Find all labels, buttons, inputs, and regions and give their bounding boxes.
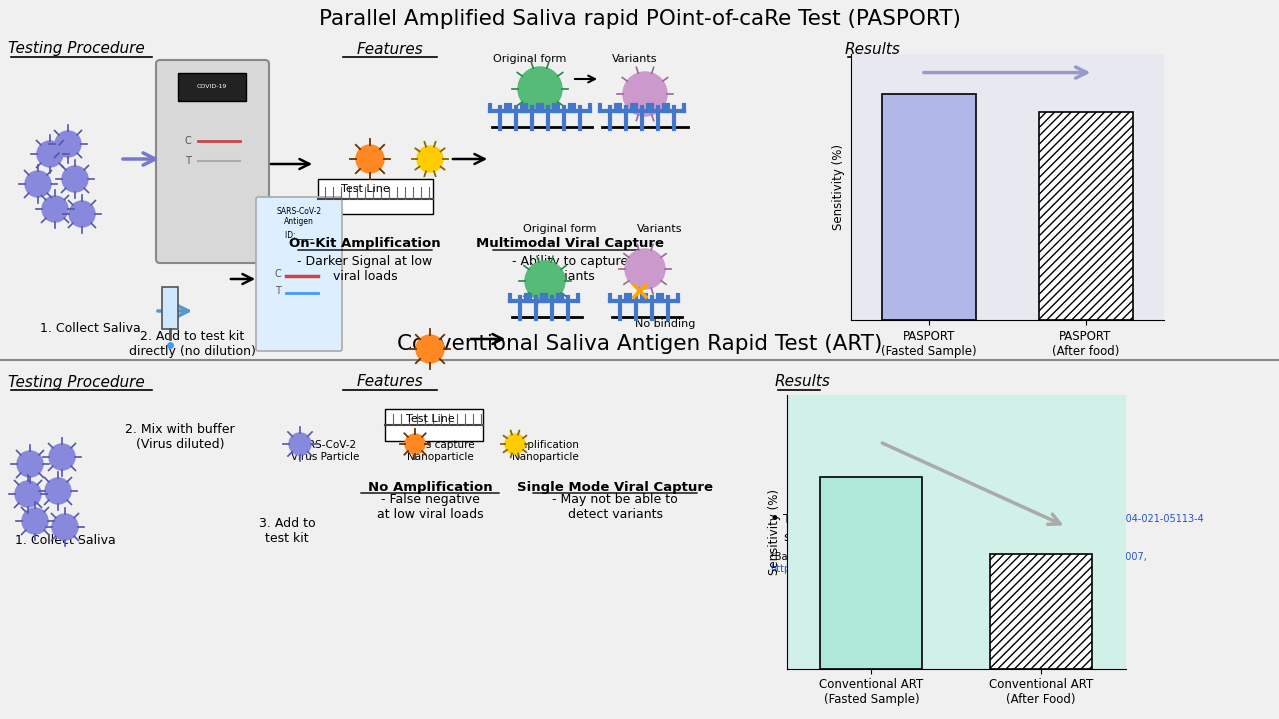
Text: - Darker Signal at low
viral loads: - Darker Signal at low viral loads xyxy=(298,255,432,283)
Text: *Based on independent studies:: *Based on independent studies: xyxy=(770,552,930,562)
Text: SARS-CoV-2
Virus Particle: SARS-CoV-2 Virus Particle xyxy=(290,440,359,462)
Circle shape xyxy=(49,444,75,470)
Text: Original form: Original form xyxy=(494,54,567,64)
Circle shape xyxy=(45,478,72,504)
Text: Parallel Amplified Saliva rapid POint-of-caRe Test (PASPORT): Parallel Amplified Saliva rapid POint-of… xyxy=(318,9,961,29)
Y-axis label: Sensitivity (%): Sensitivity (%) xyxy=(767,489,781,575)
Text: compared to: compared to xyxy=(1019,475,1109,487)
Circle shape xyxy=(17,451,43,477)
Text: C: C xyxy=(184,136,192,146)
Circle shape xyxy=(405,434,425,454)
Text: Amplification
Nanoparticle: Amplification Nanoparticle xyxy=(510,440,579,462)
Bar xyxy=(821,477,922,669)
Text: Test Line: Test Line xyxy=(405,414,454,424)
Text: Original form: Original form xyxy=(523,224,597,234)
Circle shape xyxy=(417,146,443,172)
Text: Single Mode Viral Capture: Single Mode Viral Capture xyxy=(517,480,712,493)
Text: COVID-19: COVID-19 xyxy=(197,85,228,89)
Circle shape xyxy=(505,434,524,454)
Text: 97.0%: 97.0% xyxy=(984,475,1028,487)
Circle shape xyxy=(69,201,95,227)
Text: •: • xyxy=(847,472,857,490)
Text: T: T xyxy=(275,286,281,296)
Circle shape xyxy=(289,433,311,455)
Text: Antigen: Antigen xyxy=(284,218,313,226)
Text: - May not be able to
detect variants: - May not be able to detect variants xyxy=(553,493,678,521)
FancyBboxPatch shape xyxy=(156,60,269,263)
FancyBboxPatch shape xyxy=(256,197,341,351)
Circle shape xyxy=(61,166,88,192)
Circle shape xyxy=(26,171,51,197)
Text: ^Study Published Dec 2021:: ^Study Published Dec 2021: xyxy=(847,514,990,524)
Bar xyxy=(178,73,246,101)
Circle shape xyxy=(623,72,668,116)
Text: T: T xyxy=(185,156,191,166)
Bar xyxy=(318,179,434,214)
Text: Virus capture
Nanoparticle: Virus capture Nanoparticle xyxy=(405,440,475,462)
Bar xyxy=(1039,112,1133,320)
Text: 1. Collect Saliva: 1. Collect Saliva xyxy=(14,534,115,547)
Text: Testing Procedure: Testing Procedure xyxy=(8,42,145,57)
Text: True positive rate: True positive rate xyxy=(783,513,904,526)
Circle shape xyxy=(15,481,41,507)
Text: RT-PCR (unfasted samples): RT-PCR (unfasted samples) xyxy=(859,493,1039,505)
Text: samples)*: samples)* xyxy=(783,531,851,544)
Text: Variants: Variants xyxy=(613,54,657,64)
Text: Test Line: Test Line xyxy=(340,184,389,194)
Circle shape xyxy=(42,196,68,222)
Text: https://doi.org/10.1007/s00604-021-05113-4: https://doi.org/10.1007/s00604-021-05113… xyxy=(987,514,1204,524)
Text: No binding: No binding xyxy=(634,319,696,329)
Circle shape xyxy=(52,514,78,540)
Text: https://doi.org/10.1128/JCM.01438-20: https://doi.org/10.1128/JCM.01438-20 xyxy=(770,564,953,574)
Text: Results: Results xyxy=(775,375,831,390)
Text: 2. Add to test kit
directly (no dilution): 2. Add to test kit directly (no dilution… xyxy=(129,330,256,358)
Text: 3. Add to
test kit: 3. Add to test kit xyxy=(258,517,316,545)
Text: •: • xyxy=(770,510,780,528)
Text: Conventional Saliva Antigen Rapid Test (ART): Conventional Saliva Antigen Rapid Test (… xyxy=(398,334,883,354)
Text: Features: Features xyxy=(357,375,423,390)
Text: https://doi.org/10.1016/j.jinf.2020.12.007,: https://doi.org/10.1016/j.jinf.2020.12.0… xyxy=(944,552,1147,562)
Text: Features: Features xyxy=(357,42,423,57)
Bar xyxy=(385,409,483,441)
Text: SARS-CoV-2: SARS-CoV-2 xyxy=(276,208,321,216)
Circle shape xyxy=(356,145,384,173)
Text: Testing Procedure: Testing Procedure xyxy=(8,375,145,390)
Text: True positive rate: True positive rate xyxy=(859,475,981,487)
Circle shape xyxy=(22,508,49,534)
Circle shape xyxy=(625,249,665,289)
Circle shape xyxy=(518,67,561,111)
Circle shape xyxy=(524,261,565,301)
Text: (unfasted: (unfasted xyxy=(978,513,1046,526)
Circle shape xyxy=(416,335,444,363)
Text: No Amplification: No Amplification xyxy=(367,480,492,493)
Text: On-Kit Amplification: On-Kit Amplification xyxy=(289,237,441,250)
Text: C: C xyxy=(275,269,281,279)
Text: - Ability to capture
variants: - Ability to capture variants xyxy=(512,255,628,283)
Text: 1. Collect Saliva: 1. Collect Saliva xyxy=(40,323,141,336)
Text: 11.7 – 23.1%: 11.7 – 23.1% xyxy=(893,513,987,526)
Text: Results: Results xyxy=(845,42,900,57)
Y-axis label: Sensitivity (%): Sensitivity (%) xyxy=(831,144,845,230)
Text: ID: ____: ID: ____ xyxy=(285,231,313,239)
Bar xyxy=(990,554,1092,669)
Circle shape xyxy=(37,141,63,167)
Text: Variants: Variants xyxy=(637,224,683,234)
Text: - False negative
at low viral loads: - False negative at low viral loads xyxy=(377,493,483,521)
Circle shape xyxy=(55,131,81,157)
Bar xyxy=(162,287,178,329)
Text: 2. Mix with buffer
(Virus diluted): 2. Mix with buffer (Virus diluted) xyxy=(125,423,235,451)
Bar xyxy=(883,93,976,320)
Text: Multimodal Viral Capture: Multimodal Viral Capture xyxy=(476,237,664,250)
